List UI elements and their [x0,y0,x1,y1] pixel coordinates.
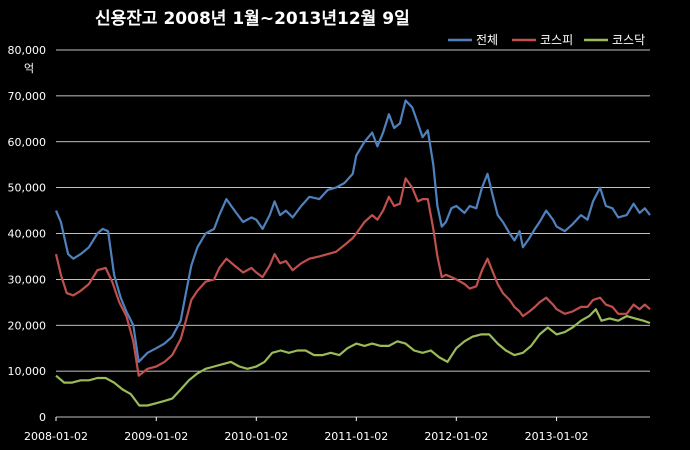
legend: 전체 코스피 코스닥 [448,33,645,47]
y-tick-label: 0 [39,411,46,424]
x-tick-label: 2008-01-02 [24,430,88,443]
chart-title: 신용잔고 2008년 1월~2013년12월 9일 [95,9,410,29]
series-lines [54,99,651,407]
y-tick-label: 70,000 [8,90,47,103]
y-tick-label: 80,000 [8,44,47,57]
x-tick-label: 2012-01-02 [424,430,488,443]
x-axis-ticks: 2008-01-02 2009-01-02 2010-01-02 2011-01-02… [24,417,589,443]
y-tick-label: 30,000 [8,273,47,286]
y-axis-unit-label: 억 [24,62,34,75]
x-tick-label: 2010-01-02 [224,430,288,443]
y-tick-label: 40,000 [8,228,47,241]
y-tick-label: 50,000 [8,182,47,195]
x-tick-label: 2013-01-02 [525,430,589,443]
y-axis-ticks: 0 10,000 20,000 30,000 40,000 50,000 60,000 70,… [8,44,47,424]
y-tick-label: 10,000 [8,365,47,378]
legend-label: 코스닥 [612,33,645,47]
series-line [54,177,651,377]
gridlines [56,49,650,418]
y-tick-label: 20,000 [8,319,47,332]
x-tick-label: 2009-01-02 [124,430,188,443]
y-tick-label: 60,000 [8,136,47,149]
legend-label: 코스피 [540,33,573,47]
series-line [55,308,651,407]
x-tick-label: 2011-01-02 [324,430,388,443]
legend-label: 전체 [476,33,498,47]
series-line [54,99,651,363]
